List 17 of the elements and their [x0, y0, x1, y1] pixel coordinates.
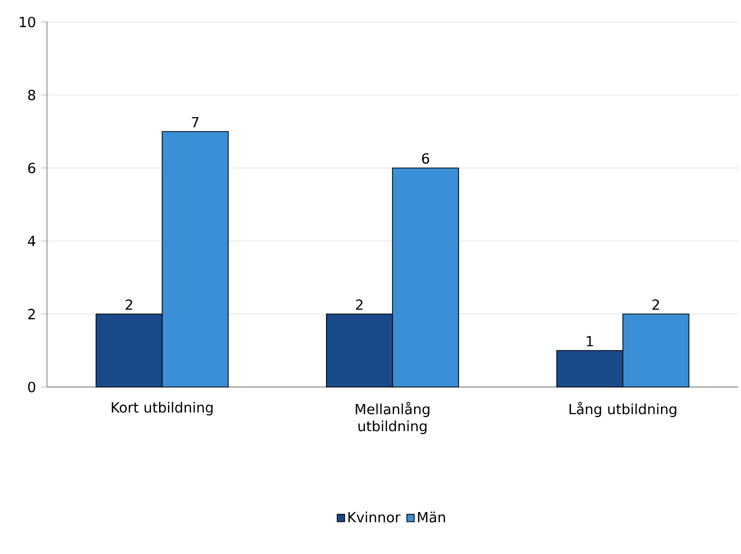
y-tick-label: 4	[28, 236, 36, 246]
y-tick-label: 2	[28, 308, 35, 320]
y-tick-label: 6	[28, 162, 36, 174]
legend-label: Män	[418, 512, 445, 522]
y-tick-label: 8	[28, 90, 36, 100]
y-tick-label: 10	[20, 16, 36, 28]
y-tick-label: 0	[28, 382, 36, 392]
legend-label: Kvinnor	[348, 512, 400, 522]
x-tick-label: Lång utbildning	[570, 402, 676, 418]
data-label: 2	[356, 299, 363, 310]
x-tick-label: Mellanlång utbildning	[356, 402, 430, 434]
x-tick-label: Kort utbildning	[112, 402, 213, 416]
data-label: 1	[586, 336, 593, 346]
data-label: 6	[422, 153, 430, 164]
data-label: 7	[192, 117, 198, 128]
data-label: 2	[652, 299, 659, 310]
data-label: 2	[126, 299, 132, 310]
